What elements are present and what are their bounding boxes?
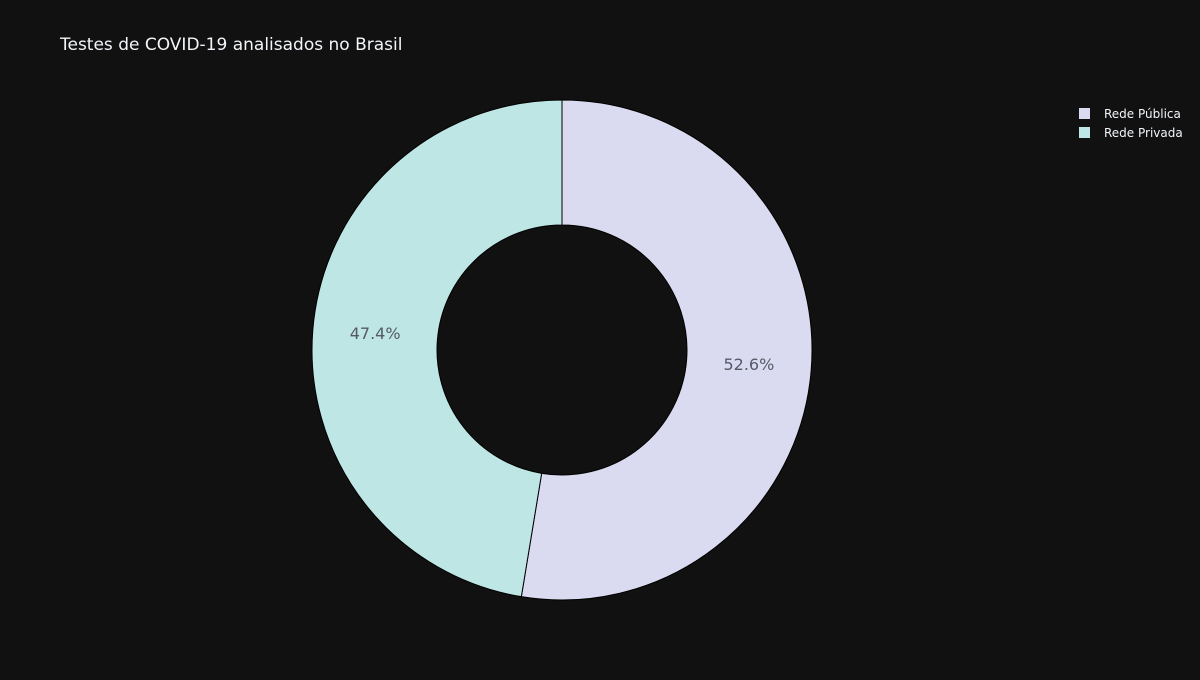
legend-item-rede-privada[interactable]: Rede Privada (1079, 126, 1183, 140)
legend-label-rede-privada: Rede Privada (1104, 126, 1183, 140)
slice-rede-privada[interactable] (311, 99, 563, 598)
slice-label-rede-publica: 52.6% (723, 355, 774, 374)
slice-label-rede-privada: 47.4% (350, 324, 401, 343)
chart-title: Testes de COVID-19 analisados no Brasil (59, 35, 402, 55)
slice-rede-publica[interactable] (520, 99, 813, 601)
legend-item-rede-publica[interactable]: Rede Pública (1079, 107, 1181, 121)
legend-label-rede-publica: Rede Pública (1104, 107, 1181, 121)
slices-group (311, 99, 813, 601)
legend-swatch-rede-publica (1079, 108, 1090, 119)
legend: Rede Pública Rede Privada (1079, 107, 1183, 140)
legend-swatch-rede-privada (1079, 127, 1090, 138)
slice-labels-group: 52.6% 47.4% (350, 324, 775, 374)
